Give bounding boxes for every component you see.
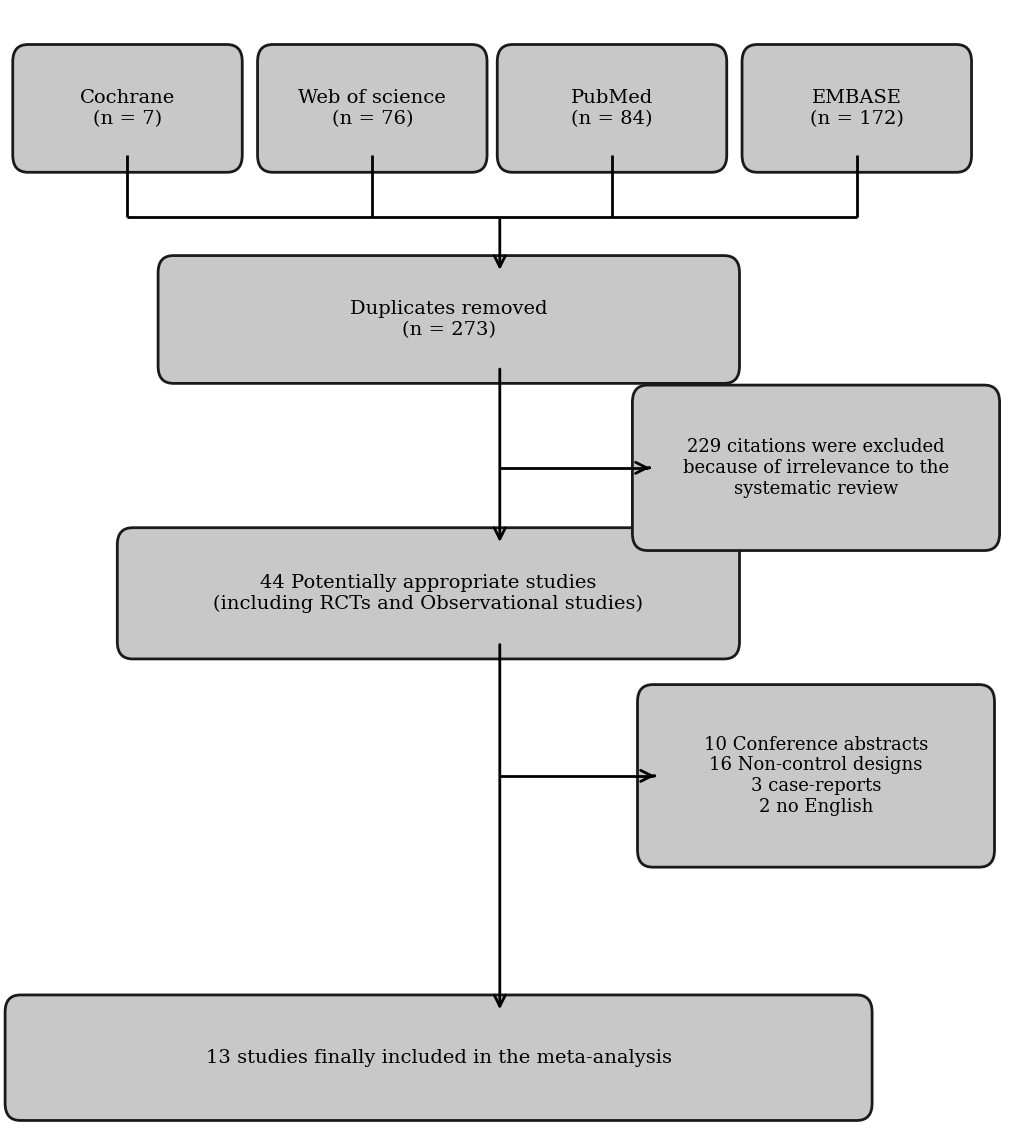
- FancyBboxPatch shape: [257, 44, 486, 172]
- Text: Cochrane
(n = 7): Cochrane (n = 7): [79, 89, 175, 128]
- Text: 44 Potentially appropriate studies
(including RCTs and Observational studies): 44 Potentially appropriate studies (incl…: [213, 574, 643, 613]
- Text: EMBASE
(n = 172): EMBASE (n = 172): [809, 89, 903, 128]
- Text: 229 citations were excluded
because of irrelevance to the
systematic review: 229 citations were excluded because of i…: [683, 438, 948, 497]
- FancyBboxPatch shape: [12, 44, 243, 172]
- Text: Web of science
(n = 76): Web of science (n = 76): [299, 89, 445, 128]
- Text: 13 studies finally included in the meta-analysis: 13 studies finally included in the meta-…: [206, 1049, 671, 1067]
- FancyBboxPatch shape: [117, 527, 739, 659]
- Text: 10 Conference abstracts
16 Non-control designs
3 case-reports
2 no English: 10 Conference abstracts 16 Non-control d…: [703, 736, 927, 816]
- Text: PubMed
(n = 84): PubMed (n = 84): [571, 89, 652, 128]
- Text: Duplicates removed
(n = 273): Duplicates removed (n = 273): [350, 300, 547, 339]
- FancyBboxPatch shape: [632, 385, 999, 551]
- FancyBboxPatch shape: [5, 995, 871, 1120]
- FancyBboxPatch shape: [742, 44, 970, 172]
- FancyBboxPatch shape: [497, 44, 726, 172]
- FancyBboxPatch shape: [637, 685, 994, 867]
- FancyBboxPatch shape: [158, 256, 739, 383]
